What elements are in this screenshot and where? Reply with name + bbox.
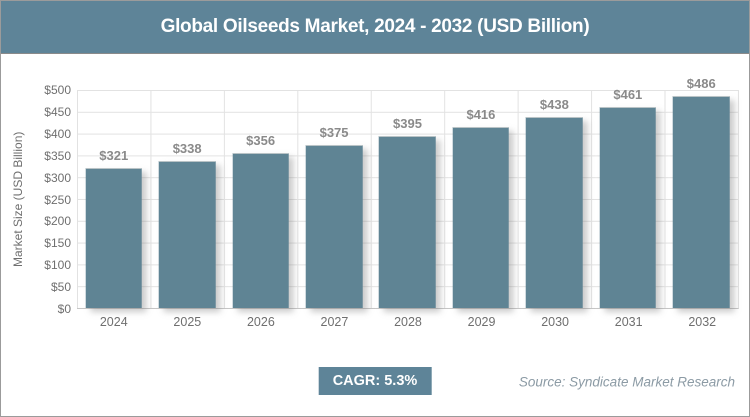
y-tick-label: $50: [50, 280, 71, 295]
bar-value-label: $338: [172, 140, 202, 156]
bar-2031: [599, 107, 657, 308]
bar-value-label: $356: [246, 132, 276, 148]
y-tick-label: $400: [44, 126, 71, 141]
y-axis-title: Market Size (USD Billion): [11, 131, 25, 268]
bar-value-label: $321: [99, 148, 129, 164]
y-tick-label: $450: [44, 104, 71, 119]
bar-2026: [232, 152, 289, 308]
bar-value-label: $416: [466, 106, 496, 122]
x-tick-label: 2025: [173, 315, 202, 329]
y-tick-label: $250: [44, 192, 71, 207]
chart-footer: CAGR: 5.3% Source: Syndicate Market Rese…: [1, 367, 749, 395]
bar-column: $486: [665, 76, 738, 308]
x-tick-label: 2031: [614, 315, 643, 329]
bar-column: $395: [371, 90, 444, 308]
bar-2024: [85, 168, 142, 308]
source-text: Source: Syndicate Market Research: [518, 374, 735, 390]
bar-value-label: $375: [319, 124, 349, 140]
x-tick-label: 2026: [246, 315, 275, 329]
bar-column: $416: [444, 90, 517, 308]
plot-column: $321 $338 $356 $375 $395 $416 $438 $461 $486 202…: [77, 76, 739, 335]
bar-2029: [452, 126, 510, 308]
x-axis-labels: 2024 2025 2026 2027 2028 2029 2030 2031 2032: [77, 309, 739, 335]
bar-value-label: $438: [539, 97, 569, 113]
chart-header: Global Oilseeds Market, 2024 - 2032 (USD…: [1, 1, 749, 54]
plot-area: $321 $338 $356 $375 $395 $416 $438 $461 $486: [77, 76, 739, 309]
x-tick-label: 2032: [688, 315, 717, 329]
x-tick-label: 2030: [541, 315, 569, 329]
bar-column: $321: [77, 90, 150, 308]
bar-2030: [526, 117, 583, 308]
bar-2025: [158, 160, 216, 308]
y-tick-label: $150: [44, 236, 71, 251]
bar-column: $356: [224, 90, 297, 308]
chart-title: Global Oilseeds Market, 2024 - 2032 (USD…: [160, 16, 590, 37]
bar-value-label: $461: [613, 87, 643, 103]
y-tick-label: $500: [44, 83, 71, 97]
y-tick-label: $100: [44, 258, 71, 273]
y-tick-label: $200: [44, 214, 71, 229]
bar-column: $461: [591, 87, 664, 308]
y-axis-ticks: $500 $450 $400 $350 $300 $250 $200 $150 $100 $50 $…: [31, 83, 77, 316]
x-tick-label: 2029: [467, 315, 496, 329]
x-tick-label: 2024: [99, 315, 128, 329]
bar-column: $338: [150, 90, 223, 308]
bar-column: $375: [297, 90, 370, 308]
bar-value-label: $395: [393, 115, 422, 131]
x-tick-label: 2027: [320, 315, 349, 329]
cagr-badge: CAGR: 5.3%: [318, 367, 432, 395]
y-tick-label: $350: [44, 148, 71, 163]
bar-value-label: $486: [686, 76, 716, 92]
bar-2027: [305, 144, 363, 308]
bar-2028: [379, 135, 436, 308]
x-tick-label: 2028: [394, 315, 422, 329]
y-tick-label: $0: [57, 302, 71, 316]
bar-2032: [672, 96, 730, 308]
bar-column: $438: [518, 90, 591, 308]
y-tick-label: $300: [44, 170, 71, 185]
chart-area: Market Size (USD Billion) $500 $450 $400 $3…: [1, 54, 749, 335]
